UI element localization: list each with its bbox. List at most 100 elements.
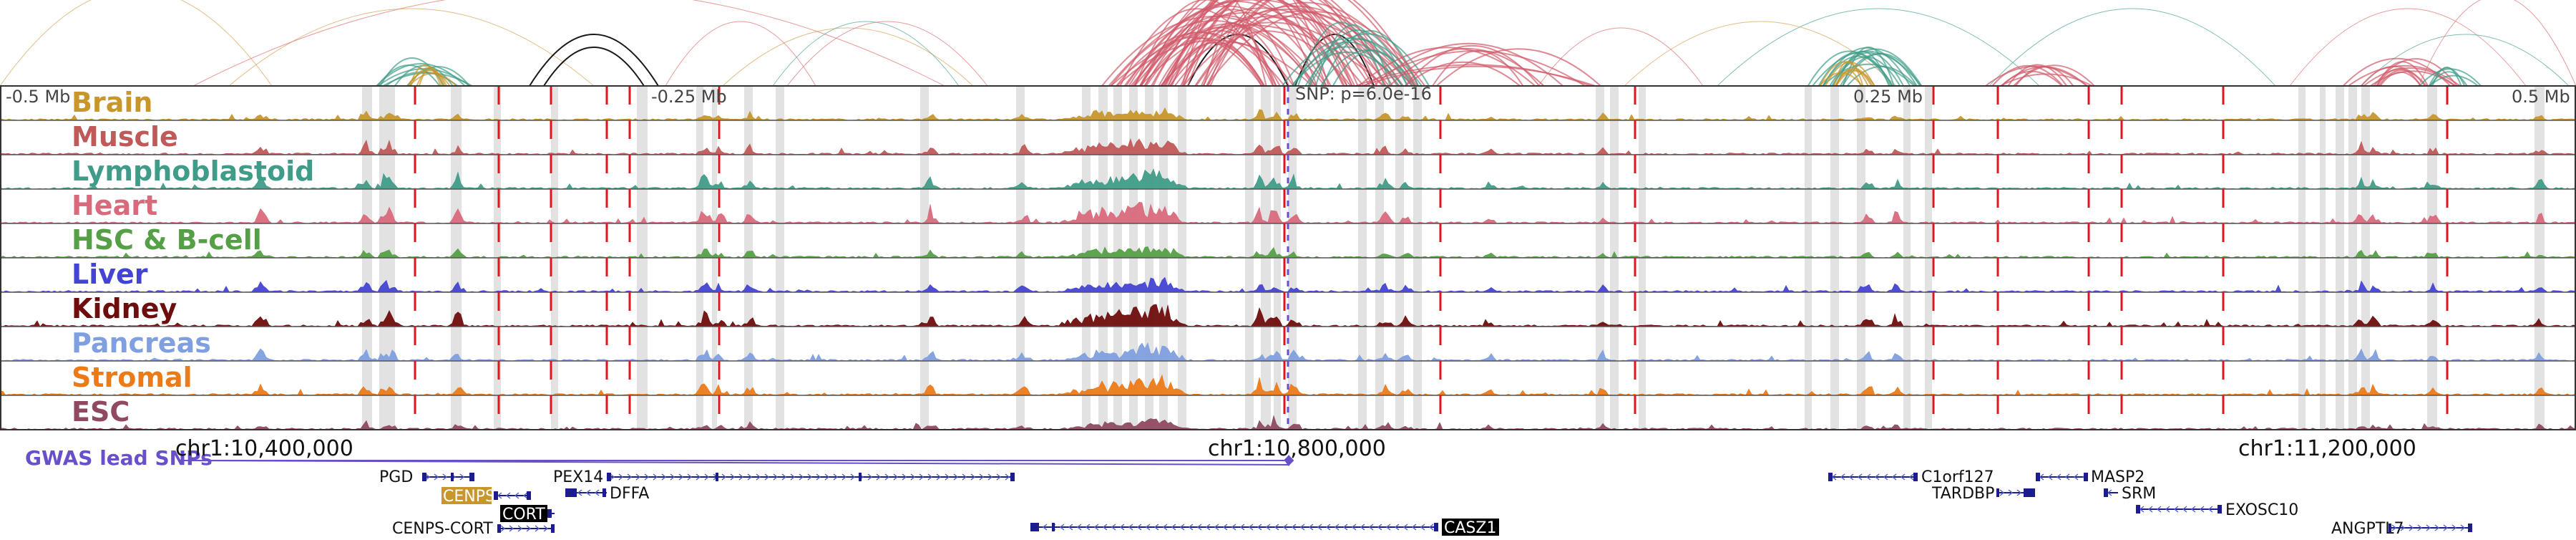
signal-track-stromal: [0, 374, 2576, 396]
tracks-border: [0, 85, 2576, 430]
gene-label-tardbp: TARDBP: [1931, 485, 1994, 503]
interaction-arc: [1132, 14, 1316, 87]
track-label: HSC & B-cell: [72, 224, 262, 256]
gene-label-srm: SRM: [2122, 485, 2156, 503]
track-label: Liver: [72, 259, 148, 290]
gene-highlight-cort: [500, 505, 547, 522]
interaction-arc: [1989, 8, 2276, 87]
interaction-arcs: [0, 0, 2576, 87]
gene-model-casz1: [1030, 523, 1438, 531]
interaction-arc: [2348, 64, 2461, 87]
coordinate-label: chr1:11,200,000: [2238, 436, 2416, 461]
interaction-arc: [409, 64, 442, 87]
track-label: ESC: [72, 396, 130, 428]
interaction-arc: [1304, 33, 1430, 87]
interaction-arc: [1405, 61, 1521, 87]
gene-model-pex14: [607, 473, 1015, 481]
interaction-arc: [1133, 7, 1390, 87]
interaction-arc: [192, 0, 945, 87]
gene-model-angptl7: [2389, 524, 2472, 532]
interaction-arc: [1389, 48, 1545, 87]
track-label: Heart: [72, 190, 157, 221]
interaction-arc: [1991, 64, 2064, 87]
interaction-arc: [1202, 0, 1419, 87]
interaction-arc: [1361, 65, 1596, 87]
interaction-arc: [2363, 67, 2457, 87]
interaction-arc: [2378, 69, 2426, 87]
gene-label-casz1: CASZ1: [1444, 519, 1496, 537]
gene-label-pex14: PEX14: [553, 468, 603, 486]
interaction-arc: [1829, 48, 1923, 87]
interaction-arc: [1819, 61, 1869, 87]
interaction-arc: [1167, 41, 1265, 87]
signal-track-brain: [0, 107, 2576, 121]
track-label: Lymphoblastoid: [72, 155, 314, 187]
interaction-arc: [0, 0, 273, 87]
interaction-arc: [1309, 38, 1408, 87]
interaction-arc: [1183, 0, 1318, 87]
interaction-arc: [1134, 0, 1277, 87]
interaction-arc: [2013, 64, 2095, 87]
interaction-arc: [406, 69, 451, 87]
gene-model-cort: [547, 509, 555, 518]
gene-label-cort: CORT: [502, 506, 545, 524]
gene-label-pgd: PGD: [379, 468, 413, 486]
interaction-arc: [1807, 50, 1892, 87]
interaction-arc: [1822, 63, 1915, 87]
gene-model-cenps-cort: [497, 524, 555, 533]
coordinate-label: chr1:10,400,000: [175, 436, 353, 461]
track-label: Kidney: [72, 293, 177, 324]
gene-highlight-cenps: [441, 487, 492, 504]
interaction-arc: [1538, 27, 1704, 87]
interaction-arc: [2361, 34, 2570, 87]
gene-model-pgd: [422, 473, 474, 481]
gene-label-masp2: MASP2: [2091, 468, 2145, 486]
gene-label-exosc10: EXOSC10: [2225, 501, 2298, 519]
interaction-arc: [2418, 0, 2576, 87]
gene-model-masp2: [2036, 473, 2088, 481]
interaction-arc: [1145, 23, 1314, 87]
interaction-arc: [529, 34, 659, 87]
interaction-arc: [1717, 8, 2040, 87]
interaction-arc: [665, 21, 816, 87]
interaction-arc: [1833, 61, 1864, 87]
interaction-arc: [1139, 15, 1415, 87]
interaction-arc: [1812, 50, 1922, 87]
interaction-arc: [543, 47, 645, 87]
scale-label-mid-left: -0.25 Mb: [651, 87, 727, 107]
interaction-arc: [382, 72, 473, 87]
track-frame: [0, 85, 2576, 430]
interaction-arc: [1141, 0, 1355, 87]
track-label: Pancreas: [72, 327, 211, 359]
interaction-arc: [1823, 55, 1893, 87]
interaction-arc: [1169, 42, 1294, 87]
interaction-arc: [2429, 71, 2468, 87]
interaction-arc: [786, 21, 988, 87]
signal-track-pancreas: [0, 342, 2576, 362]
gwas-lead-snp-diamond: [1284, 455, 1293, 466]
interaction-arc: [1162, 26, 1277, 87]
gene-label-dffa: DFFA: [610, 485, 649, 503]
gene-model-exosc10: [2136, 505, 2222, 514]
interaction-arc: [1819, 72, 1863, 87]
signal-track-muscle: [0, 138, 2576, 155]
interaction-arc: [1373, 42, 1563, 87]
interaction-arc: [1182, 25, 1290, 87]
gwas-label: GWAS lead SNPs: [25, 446, 213, 470]
gene-highlight-casz1: [1442, 519, 1499, 536]
scale-label-mid-right: 0.25 Mb: [1853, 87, 1923, 107]
gene-model-c1orf127: [1828, 473, 1918, 481]
interaction-arc: [1119, 8, 1274, 87]
scale-label-right: 0.5 Mb: [2512, 87, 2570, 107]
gene-label-c1orf127: C1orf127: [1921, 468, 1994, 486]
interaction-arc: [1123, 37, 1263, 87]
gene-model-srm: [2104, 488, 2118, 497]
gene-model-tardbp: [1996, 488, 2035, 497]
interaction-arc: [1293, 41, 1403, 87]
gene-model-dffa: [565, 488, 607, 497]
gene-label-angptl7: ANGPTL7: [2331, 520, 2404, 537]
interaction-arc: [1152, 0, 1332, 87]
track-label: Muscle: [72, 121, 178, 153]
gene-label-cenps-cort: CENPS-CORT: [392, 520, 493, 537]
